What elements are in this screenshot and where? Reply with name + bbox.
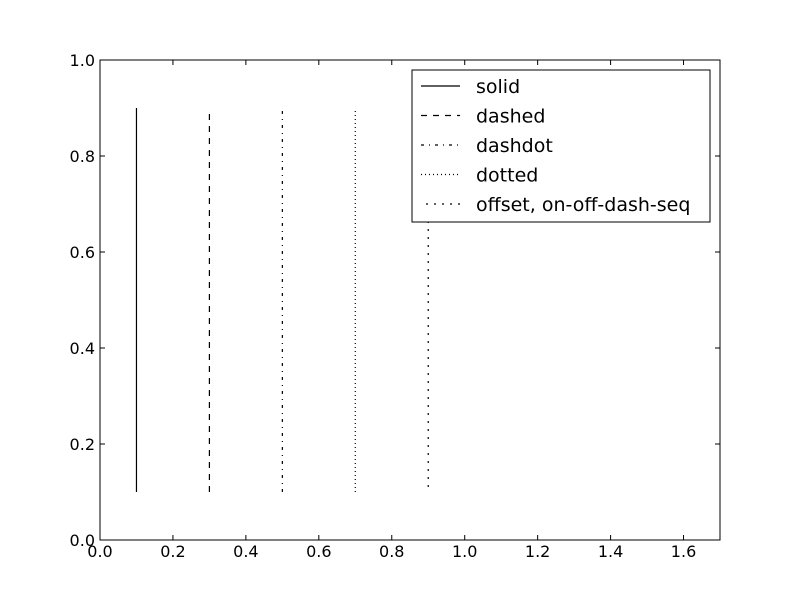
legend-label: solid <box>476 76 520 98</box>
x-tick-label: 0.4 <box>233 542 258 561</box>
legend-box <box>411 69 711 223</box>
legend-label: offset, on-off-dash-seq <box>476 194 690 216</box>
x-tick-label: 0.0 <box>87 542 112 561</box>
x-tick-label: 1.0 <box>452 542 477 561</box>
x-tick-label: 1.4 <box>598 542 623 561</box>
series-layer <box>135 108 429 492</box>
legend-label: dotted <box>476 165 538 187</box>
y-axis: 0.0 0.2 0.4 0.6 0.8 1.0 <box>70 51 720 550</box>
y-tick-label: 0.4 <box>70 339 95 358</box>
y-tick-label: 0.6 <box>70 243 95 262</box>
legend: solid dashed dashdot dotted offset, on-off-d… <box>411 69 711 223</box>
x-tick-label: 0.6 <box>306 542 331 561</box>
x-tick-label: 0.2 <box>160 542 185 561</box>
y-tick-label: 0.8 <box>70 147 95 166</box>
x-axis: 0.0 0.2 0.4 0.6 0.8 1.0 1.2 1.4 1.6 <box>87 60 696 561</box>
legend-label: dashed <box>476 106 545 128</box>
y-tick-label: 1.0 <box>70 51 95 70</box>
x-tick-label: 0.8 <box>379 542 404 561</box>
y-tick-label: 0.2 <box>70 435 95 454</box>
x-tick-label: 1.2 <box>525 542 550 561</box>
x-tick-label: 1.6 <box>671 542 696 561</box>
legend-label: dashdot <box>476 135 553 157</box>
y-tick-label: 0.0 <box>70 531 95 550</box>
